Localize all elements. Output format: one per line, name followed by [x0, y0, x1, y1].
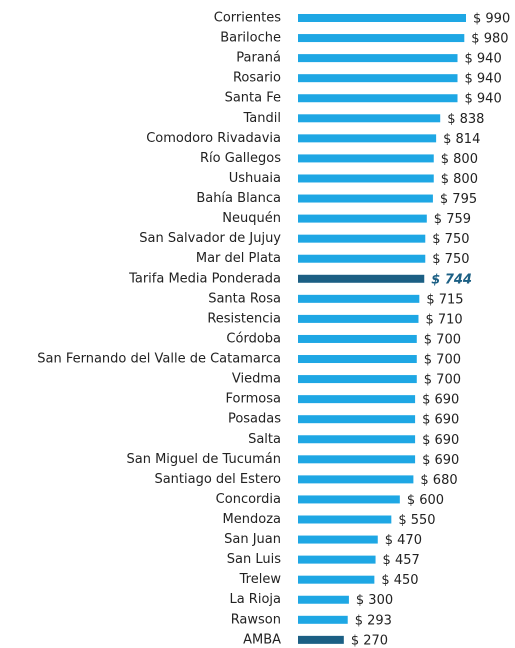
category-label: La Rioja — [229, 592, 281, 607]
bar — [298, 595, 349, 604]
bar — [298, 375, 417, 384]
bar — [298, 455, 416, 464]
category-label: Concordia — [216, 492, 281, 507]
category-label: San Miguel de Tucumán — [127, 452, 282, 467]
value-label: $ 457 — [383, 553, 420, 568]
category-label: San Luis — [227, 552, 281, 567]
bar — [298, 254, 426, 263]
value-label: $ 940 — [465, 92, 502, 107]
bar — [298, 355, 417, 364]
category-label: Santa Fe — [225, 91, 281, 106]
value-label: $ 470 — [385, 533, 422, 548]
value-label: $ 838 — [447, 112, 484, 127]
bar — [298, 74, 458, 83]
bar — [298, 214, 427, 223]
category-label: San Salvador de Jujuy — [139, 231, 281, 246]
category-label: Mendoza — [223, 512, 281, 527]
category-label: Bahía Blanca — [196, 191, 281, 206]
value-label: $ 795 — [440, 192, 477, 207]
category-label: San Fernando del Valle de Catamarca — [37, 352, 281, 367]
value-label: $ 690 — [422, 453, 459, 468]
value-label: $ 814 — [443, 132, 480, 147]
value-label: $ 759 — [434, 212, 471, 227]
value-label: $ 800 — [441, 172, 478, 187]
category-label: Río Gallegos — [200, 151, 281, 166]
category-label: Santiago del Estero — [154, 472, 281, 487]
bar — [298, 114, 441, 123]
value-label: $ 550 — [398, 513, 435, 528]
value-label: $ 690 — [422, 413, 459, 428]
bar — [298, 34, 465, 43]
category-label: Rosario — [233, 71, 281, 86]
category-label: Tandil — [243, 111, 281, 126]
category-label: Formosa — [226, 392, 281, 407]
bar — [298, 495, 400, 504]
value-label: $ 940 — [465, 72, 502, 87]
category-label: Paraná — [236, 51, 281, 66]
category-label: Comodoro Rivadavia — [146, 131, 281, 146]
bar — [298, 475, 414, 484]
bar — [298, 94, 458, 103]
category-label: Mar del Plata — [196, 251, 281, 266]
bar — [298, 234, 426, 243]
value-label: $ 744 — [431, 272, 472, 287]
bar — [298, 435, 416, 444]
bar — [298, 14, 466, 22]
category-label: Viedma — [232, 372, 281, 387]
value-label: $ 980 — [471, 32, 508, 47]
category-label: Rawson — [231, 612, 281, 627]
bar — [298, 154, 434, 163]
value-label: $ 300 — [356, 593, 393, 608]
category-label: Santa Rosa — [208, 291, 281, 306]
category-label: San Juan — [224, 532, 281, 547]
value-label: $ 715 — [426, 292, 463, 307]
bar — [298, 294, 420, 303]
bar — [298, 415, 416, 424]
category-label: Trelew — [239, 572, 282, 587]
category-label: Tarifa Media Ponderada — [128, 271, 281, 286]
bar — [298, 575, 375, 584]
bar — [298, 535, 378, 544]
value-label: $ 700 — [424, 373, 461, 388]
bar — [298, 555, 376, 564]
value-label: $ 700 — [424, 332, 461, 347]
category-label: Neuquén — [222, 211, 281, 226]
bar — [298, 134, 437, 143]
value-label: $ 690 — [422, 393, 459, 408]
bar — [298, 635, 344, 644]
category-label: AMBA — [243, 632, 281, 647]
value-label: $ 270 — [351, 633, 388, 648]
bar — [298, 395, 416, 404]
bar — [298, 515, 392, 524]
value-label: $ 800 — [441, 152, 478, 167]
category-label: Corrientes — [214, 11, 281, 26]
value-label: $ 990 — [473, 12, 510, 27]
category-label: Salta — [248, 432, 281, 447]
bar — [298, 334, 417, 343]
value-label: $ 690 — [422, 433, 459, 448]
bar — [298, 314, 419, 323]
bar — [298, 174, 434, 183]
value-label: $ 940 — [465, 52, 502, 67]
category-label: Posadas — [228, 412, 281, 427]
bar — [298, 194, 433, 203]
value-label: $ 450 — [381, 573, 418, 588]
value-label: $ 710 — [425, 312, 462, 327]
category-label: Córdoba — [226, 331, 281, 346]
value-label: $ 600 — [407, 493, 444, 508]
value-label: $ 293 — [355, 613, 392, 628]
bar — [298, 615, 348, 624]
category-label: Ushuaia — [229, 171, 281, 186]
category-label: Resistencia — [207, 311, 281, 326]
value-label: $ 750 — [432, 232, 469, 247]
value-label: $ 700 — [424, 353, 461, 368]
bar — [298, 54, 458, 63]
value-label: $ 750 — [432, 252, 469, 267]
bar — [298, 274, 425, 283]
value-label: $ 680 — [420, 473, 457, 488]
category-label: Bariloche — [220, 31, 281, 46]
